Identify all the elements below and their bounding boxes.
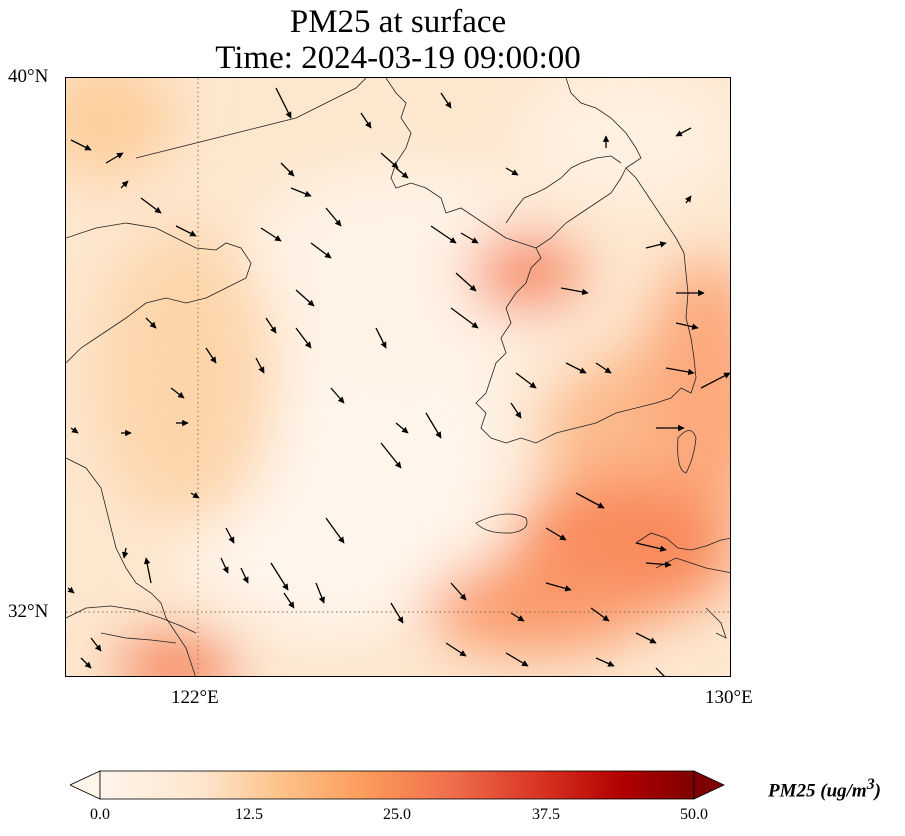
map-timestamp: Time: 2024-03-19 09:00:00 (215, 40, 581, 76)
colorbar-gradient (99, 770, 695, 800)
lat-label-32n: 32°N (8, 601, 49, 622)
wind-arrow (145, 317, 157, 329)
colorbar-tick: 0.0 (90, 806, 110, 823)
pm25-shading (66, 78, 730, 676)
wind-arrow (700, 372, 730, 389)
wind-arrow (90, 637, 102, 652)
colorbar-tick: 25.0 (383, 806, 411, 823)
wind-arrow (325, 517, 345, 544)
wind-arrow (260, 227, 282, 242)
wind-arrow (595, 362, 612, 374)
wind-arrow (330, 387, 345, 404)
wind-arrow (270, 562, 289, 591)
wind-arrow (395, 167, 409, 179)
wind-arrow (575, 492, 605, 509)
wind-arrow (205, 347, 217, 364)
wind-arrow (290, 187, 312, 197)
wind-arrow (675, 322, 699, 330)
wind-arrow (635, 542, 667, 552)
wind-arrow (380, 442, 402, 469)
colorbar-tick: 12.5 (235, 806, 263, 823)
colorbar-label-exponent: 3 (866, 776, 875, 793)
wind-arrow (380, 152, 399, 169)
wind-arrow (315, 582, 325, 604)
wind-arrow (515, 372, 537, 389)
colorbar-tick: 37.5 (532, 806, 560, 823)
wind-arrow (505, 652, 529, 667)
wind-arrow (275, 87, 292, 119)
wind-arrow (70, 426, 79, 434)
colorbar-label: PM25 (ug/m3) (768, 776, 881, 802)
wind-arrow (375, 327, 387, 349)
colorbar-tick: 50.0 (680, 806, 708, 823)
wind-arrow (390, 602, 404, 624)
map-canvas (66, 78, 730, 676)
wind-arrow (255, 357, 265, 374)
wind-arrow (565, 362, 587, 374)
wind-arrow (425, 412, 442, 439)
wind-arrow (70, 139, 92, 151)
wind-arrow (225, 527, 235, 544)
wind-arrow (430, 225, 457, 244)
lon-label-122e: 122°E (171, 687, 219, 708)
wind-arrow (190, 492, 200, 499)
lat-label-40n: 40°N (8, 66, 49, 87)
coastlines (66, 78, 730, 676)
wind-arrow (280, 162, 295, 177)
wind-arrow (170, 387, 185, 399)
wind-arrow (240, 567, 249, 584)
map-panel (65, 77, 731, 677)
wind-arrow (175, 225, 197, 237)
wind-arrow (645, 561, 672, 568)
wind-arrow (325, 207, 342, 227)
graticule (66, 78, 730, 676)
wind-arrow (395, 422, 409, 434)
wind-arrow (560, 287, 589, 296)
map-title: PM25 at surface (289, 4, 507, 40)
wind-arrow (645, 241, 667, 249)
wind-arrow (510, 612, 525, 622)
wind-arrow (595, 657, 615, 667)
lon-label-130e: 130°E (705, 687, 753, 708)
wind-arrow (665, 367, 695, 376)
wind-arrow (590, 607, 610, 622)
wind-arrow (545, 582, 572, 592)
wind-arrow (220, 557, 229, 574)
wind-arrow (105, 152, 124, 164)
colorbar-extend-high (693, 770, 725, 800)
wind-arrow (140, 197, 162, 214)
wind-arrow (295, 327, 312, 349)
wind-arrow (684, 195, 692, 204)
wind-arrow (545, 527, 567, 541)
wind-arrow (440, 92, 452, 109)
wind-arrow (635, 632, 657, 644)
wind-arrow (455, 272, 477, 292)
wind-arrow (675, 127, 692, 137)
colorbar-label-main: PM25 (ug/m (768, 780, 867, 802)
wind-arrow (310, 242, 332, 259)
wind-arrow (283, 592, 295, 609)
wind-arrow (67, 586, 75, 594)
colorbar (70, 770, 725, 800)
colorbar-extend-low (70, 770, 101, 800)
wind-arrow (295, 289, 315, 307)
wind-arrow (445, 642, 467, 657)
wind-arrow (510, 402, 522, 419)
wind-arrow (360, 112, 372, 129)
colorbar-label-close: ) (874, 780, 881, 802)
wind-vectors (67, 87, 730, 676)
wind-arrow (460, 232, 479, 244)
wind-arrow (143, 557, 152, 584)
wind-arrow (450, 582, 467, 601)
wind-arrow (655, 667, 665, 676)
wind-arrow (121, 547, 129, 559)
wind-arrow (265, 317, 277, 334)
wind-arrow (450, 307, 479, 329)
wind-arrow (505, 167, 519, 176)
wind-arrow (80, 657, 92, 669)
wind-arrow (120, 180, 129, 189)
